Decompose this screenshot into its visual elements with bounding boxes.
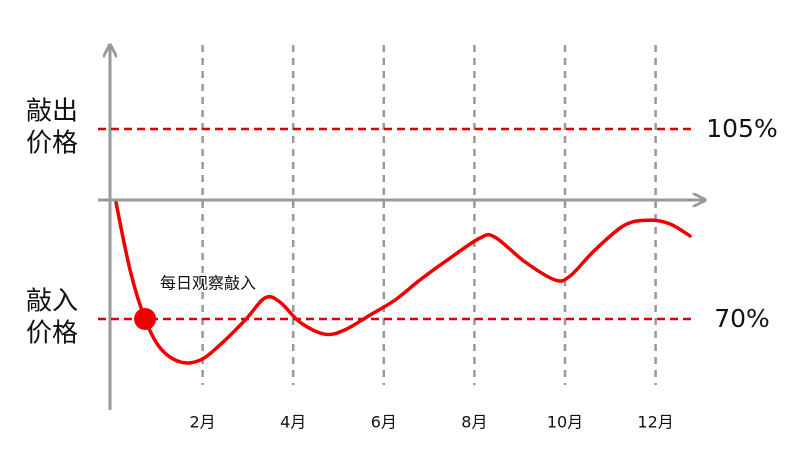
reference-name: 敲出	[26, 97, 78, 127]
x-tick-label: 12月	[637, 413, 673, 432]
reference-name: 敲入	[26, 287, 78, 317]
reference-label: 105%	[706, 114, 777, 143]
annotation: 每日观察敲入	[160, 274, 256, 293]
reference-label: 70%	[714, 304, 770, 333]
x-tick-label: 6月	[371, 413, 397, 432]
x-tick-label: 4月	[280, 413, 306, 432]
x-tick-label: 8月	[461, 413, 487, 432]
reference-name: 价格	[26, 129, 78, 159]
x-tick-label: 2月	[190, 413, 216, 432]
reference-name: 价格	[26, 319, 78, 349]
x-tick-label: 10月	[547, 413, 583, 432]
marker-point	[134, 308, 157, 331]
line-series	[114, 201, 692, 365]
